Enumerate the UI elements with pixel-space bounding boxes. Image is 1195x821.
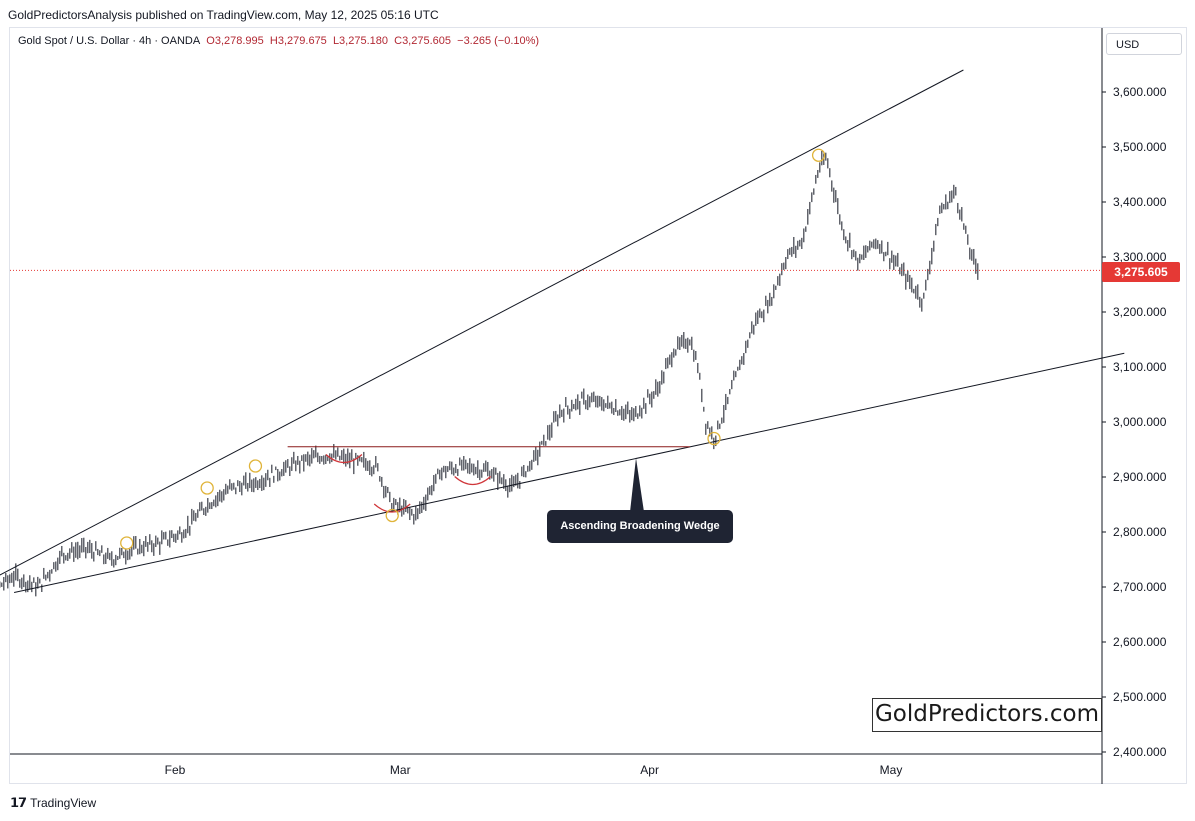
y-tick-label: 3,200.000 [1113, 305, 1167, 319]
x-tick-label: May [880, 763, 903, 777]
rounded-bottom-arc [325, 454, 363, 464]
symbol-title: Gold Spot / U.S. Dollar · 4h · OANDA [18, 35, 201, 47]
y-tick-label: 2,500.000 [1113, 690, 1167, 704]
rounded-bottom-arc [373, 503, 411, 513]
watermark-logo: GoldPredictors.com [872, 698, 1102, 732]
touch-markers [120, 148, 826, 550]
y-tick-label: 2,400.000 [1113, 745, 1167, 759]
touch-point-circle [248, 459, 263, 473]
legend-change: −3.265 (−0.10%) [457, 35, 540, 47]
last-price-value: 3,275.605 [1114, 265, 1168, 279]
y-tick-label: 3,000.000 [1113, 415, 1167, 429]
legend-high: H3,279.675 [269, 35, 327, 47]
touch-point-circle [385, 508, 399, 523]
touch-point-circle [120, 536, 134, 550]
currency-selector[interactable]: USD [1106, 33, 1182, 55]
y-tick-label: 3,400.000 [1113, 195, 1167, 209]
y-tick-label: 2,900.000 [1113, 470, 1167, 484]
annotation-pointer [630, 458, 644, 512]
footer: 𝟭𝟳 TradingView [10, 795, 96, 811]
y-tick-label: 2,600.000 [1113, 635, 1167, 649]
legend-close: C3,275.605 [394, 35, 452, 47]
chart-frame [9, 27, 1187, 784]
x-tick-label: Feb [165, 763, 186, 777]
rounded-bottom-arc [454, 476, 492, 486]
pattern-annotation: Ascending Broadening Wedge [547, 510, 733, 543]
touch-point-circle [707, 431, 721, 446]
publisher-caption: GoldPredictorsAnalysis published on Trad… [8, 8, 439, 22]
x-tick-label: Apr [640, 763, 659, 777]
last-price-tag: 3,275.605 [1102, 262, 1180, 282]
price-bars [0, 150, 979, 597]
y-tick-label: 3,100.000 [1113, 360, 1167, 374]
footer-brand: TradingView [30, 796, 97, 810]
x-tick-label: Mar [390, 763, 411, 777]
y-tick-label: 3,500.000 [1113, 140, 1167, 154]
touch-point-circle [811, 148, 826, 162]
y-tick-label: 2,800.000 [1113, 525, 1167, 539]
symbol-legend: Gold Spot / U.S. Dollar · 4h · OANDA O3,… [18, 35, 539, 47]
legend-low: L3,275.180 [332, 35, 388, 47]
lower-trendline [13, 352, 1125, 593]
legend-open: O3,278.995 [206, 35, 264, 47]
upper-trendline [0, 69, 964, 576]
price-axis[interactable]: 3,600.000 3,500.000 3,400.000 3,300.000 3,20… [1102, 85, 1167, 759]
y-tick-label: 2,700.000 [1113, 580, 1167, 594]
time-axis[interactable]: Feb Mar Apr May [165, 763, 903, 777]
y-tick-label: 3,600.000 [1113, 85, 1167, 99]
y-tick-label: 3,300.000 [1113, 250, 1167, 264]
touch-point-circle [200, 481, 214, 495]
tradingview-logo-icon: 𝟭𝟳 [10, 795, 27, 810]
trendlines [0, 69, 1125, 593]
